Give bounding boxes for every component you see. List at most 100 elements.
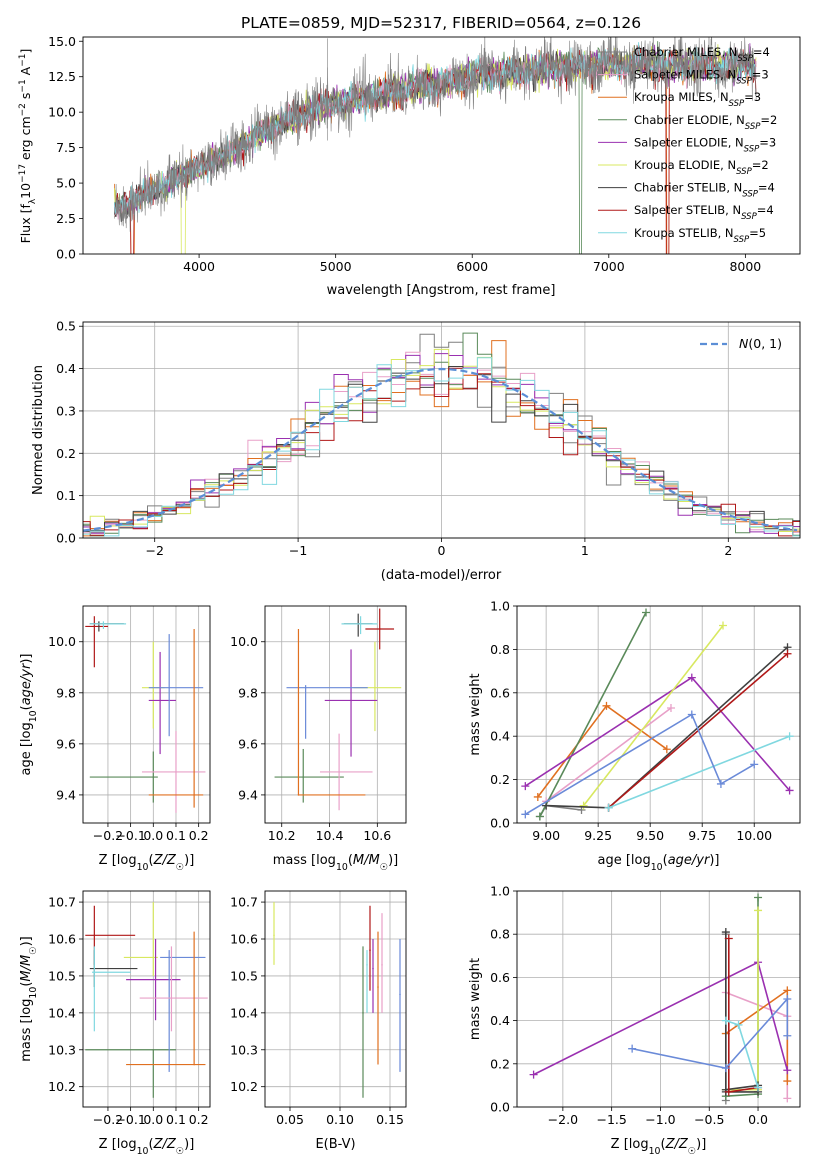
data-point [369,949,371,951]
weight-marker [754,906,763,915]
y-tick-label: 10.5 [230,968,258,983]
legend-label-sub: SSP [729,99,745,109]
x-axis-label-part: age/yr [668,853,711,868]
weight-marker [687,673,696,682]
y-axis-label: mass weight [468,958,483,1040]
weight-series-8 [608,735,790,809]
y-axis-label: Flux [fλ10−17 erg cm−2 s−1 A−1] [18,49,38,244]
y-tick-label: 0.6 [490,685,510,700]
legend-label-sub: SSP [736,167,752,177]
legend-label-sub: SSP [734,235,750,245]
y-tick-label: 10.3 [230,1042,258,1057]
weight-marker [721,1064,730,1073]
weight-marker [579,801,588,810]
data-point [374,686,376,689]
plot-area [114,37,757,254]
x-axis-label-part: 10 [651,862,663,873]
weight-marker [754,1083,763,1092]
x-tick-label: −0.2 [93,828,123,843]
legend-label-base: Salpeter STELIB, N [634,203,741,217]
y-tick-label: 1.0 [490,599,510,614]
y-tick-label: 0.6 [490,970,510,985]
legend-label-sub: SSP [736,77,752,87]
spectrum-series-0 [114,37,757,232]
data-point [102,623,105,625]
y-axis-label-part: 10 [28,710,39,722]
legend-label-tail: =4 [757,203,774,217]
y-axis-label-part: ] [18,49,33,54]
y-tick-label: 10.0 [230,634,258,649]
x-axis-label-part: Z [log [611,1137,649,1152]
legend-label-sub: SSP [737,54,753,64]
y-axis-label: Normed distribution [31,365,46,495]
y-tick-label: 0.2 [56,446,76,461]
x-axis-label-part: ( [149,1137,154,1152]
y-axis-label-part: Flux [f [18,204,33,244]
normal-reference-curve [83,367,798,532]
x-tick-label: −2.0 [548,1112,578,1127]
histogram-series-8 [83,357,800,537]
data-point [350,699,352,702]
weight-marker [721,1016,730,1025]
weight-marker [783,995,792,1003]
y-tick-label: 10.3 [48,1042,76,1057]
y-tick-label: 1.0 [490,884,510,899]
weight-marker [783,1066,792,1075]
y-axis-label-part: −2 [18,103,28,116]
y-axis-label-part: erg cm [18,116,33,164]
weight-marker [542,801,551,810]
weight-marker [750,760,759,769]
weight-marker [602,701,611,710]
axes-frame [516,890,801,1108]
weight-marker [724,1087,733,1096]
y-tick-label: 0.8 [490,642,510,657]
y-tick-label: 0.3 [56,403,76,418]
y-tick-label: 10.2 [230,1079,258,1094]
chart-mass_vs_EBV: 0.05 0.10 0.15 10.2 10.3 10.4 10.5 10.6 10.7 E(B-… [230,890,407,1152]
chart-age_vs_Z: −0.2−0.10.0 0.1 0.29.49.69.810.0Z [log10(Z… [19,605,211,873]
figure-title: PLATE=0859, MJD=52317, FIBERID=0564, z=0… [241,14,641,32]
legend-label-base: Salpeter ELODIE, N [634,135,744,149]
axes-frame [82,605,211,824]
histogram-series-2 [83,340,800,537]
x-axis-label-part: M/M [353,853,380,868]
x-axis-label-part: )] [696,1137,706,1152]
y-axis-label-part: 10 [28,987,39,999]
y-axis-label-part: age [log [19,722,34,775]
plot-area [85,616,206,813]
legend-label-tail: =2 [760,113,777,127]
x-tick-label: 0.10 [326,1112,354,1127]
plot-area [83,332,800,537]
x-tick-label: 9.50 [636,828,664,843]
y-tick-label: 0.2 [490,1056,510,1071]
data-point [193,794,195,796]
x-tick-label: 8000 [729,259,761,274]
weight-marker [642,608,651,617]
x-tick-label: 10.2 [268,828,296,843]
y-tick-label: 7.5 [56,140,76,155]
weight-marker [783,649,792,658]
x-axis-label-part: 10 [137,862,149,873]
legend-label: N(0, 1) [739,336,782,351]
x-axis-label-part: ( [348,853,353,868]
y-tick-label: 9.8 [56,685,76,700]
x-axis-label-part: 10 [336,862,348,873]
y-tick-label: 10.6 [230,932,258,947]
x-tick-label: 0.0 [143,828,163,843]
x-tick-label: 0.15 [376,1112,404,1127]
axes-frame [516,605,801,824]
histogram-series-4 [83,353,800,534]
data-point [93,625,96,628]
data-point [378,628,381,630]
x-axis-label: Z [log10(Z/Z☉)] [99,1137,195,1157]
data-point [168,956,170,959]
x-axis-label-part: 10 [137,1146,149,1157]
weight-series-1 [545,707,672,802]
data-point [366,964,368,966]
weight-marker [716,779,725,788]
y-axis-label-part: −1 [18,54,28,67]
x-tick-label: 0.2 [189,1112,209,1127]
y-tick-label: 0.4 [490,1013,510,1028]
data-point [362,1012,364,1014]
